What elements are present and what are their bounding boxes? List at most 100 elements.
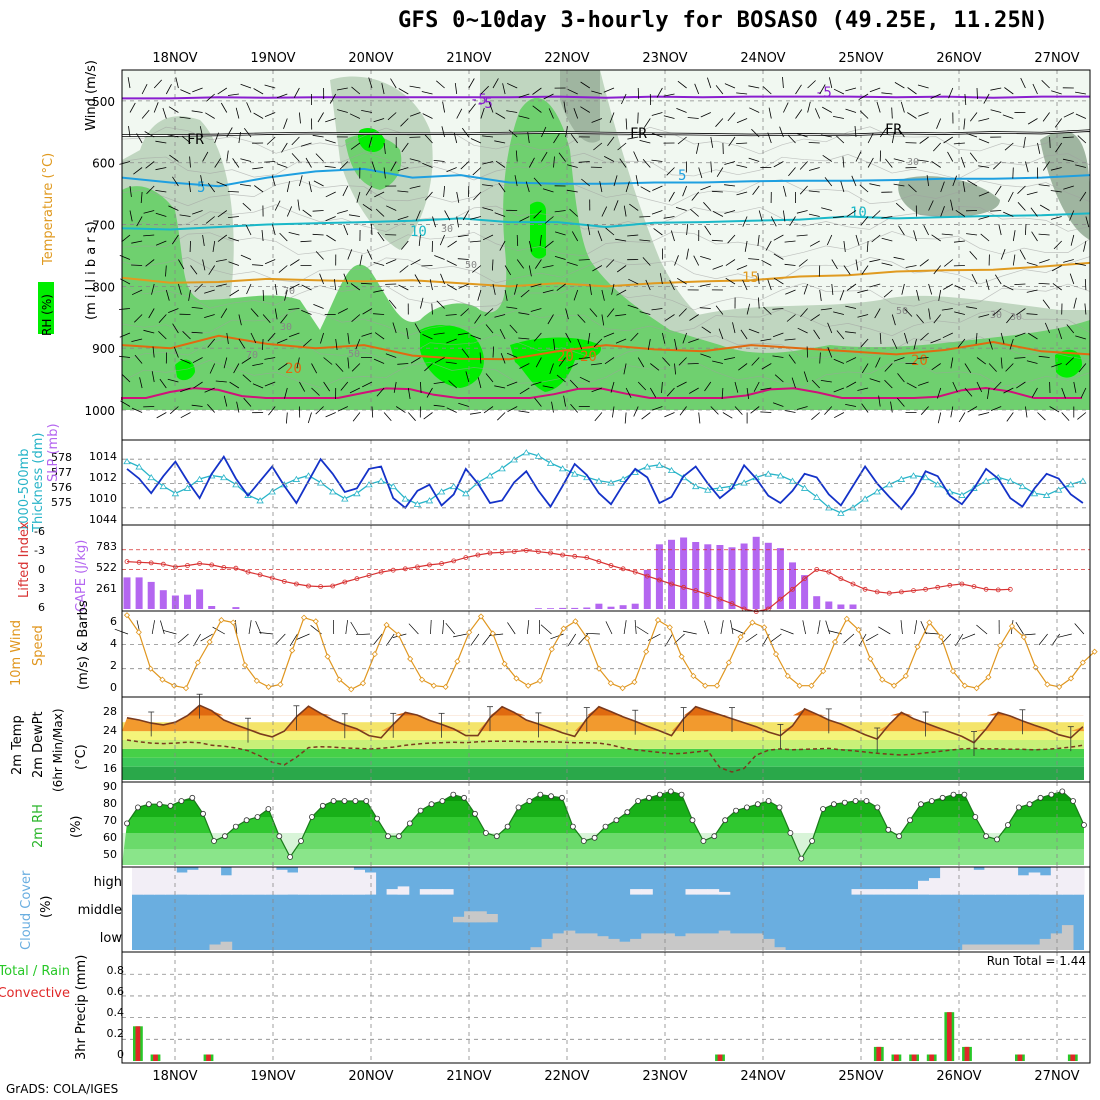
cloud-bar-low <box>962 944 974 950</box>
wind-barb <box>704 381 712 392</box>
wind-barb <box>485 373 494 383</box>
wind-barb <box>543 93 554 100</box>
wind-barb <box>542 385 554 389</box>
wind-axis-label-2: Speed <box>31 625 46 666</box>
wind-barb <box>861 363 869 374</box>
wind-speed-marker <box>1067 675 1075 682</box>
wind-barb <box>206 93 215 102</box>
wind-barb <box>458 402 469 407</box>
wind-barb <box>410 259 421 266</box>
wind-barb <box>342 185 349 197</box>
date-tick-label-top: 24NOV <box>740 51 785 66</box>
lifted-index-marker <box>124 559 130 564</box>
wind-barb <box>976 87 978 100</box>
wind-barb <box>895 202 905 211</box>
wind-barb <box>240 254 252 260</box>
slp-tick-label: 1010 <box>89 492 117 505</box>
thickness-line <box>126 451 1084 514</box>
li-tick-label: -3 <box>34 544 45 557</box>
wind-barb <box>261 338 264 351</box>
wind-barb <box>542 289 554 294</box>
wind-barb <box>831 283 834 295</box>
wind-barb <box>302 209 312 217</box>
wind-barb <box>337 210 348 214</box>
wind-barb <box>698 167 703 179</box>
wind-barb <box>578 161 590 163</box>
wind-barb <box>254 185 264 193</box>
wind-barb <box>424 134 433 144</box>
precip-conv-bar <box>911 1054 917 1061</box>
wind-barb <box>371 406 374 418</box>
wind10m-barb <box>605 621 613 635</box>
wind-barb <box>208 265 216 275</box>
wind-barb <box>639 311 651 315</box>
wind-barb <box>869 259 881 263</box>
rh-shade-area-5 <box>898 176 1000 217</box>
thickness-marker <box>292 475 301 482</box>
wind-barb <box>446 338 457 344</box>
wind-barb <box>990 406 1002 411</box>
wind-barb <box>1039 204 1050 211</box>
wind-barb <box>401 142 409 153</box>
wind-barb <box>615 238 627 242</box>
cloud-bar-high <box>442 889 454 895</box>
wind-barb <box>881 262 893 266</box>
wind-barb <box>569 208 578 217</box>
wind-barb <box>188 289 191 301</box>
wind-barb <box>652 185 663 191</box>
wind-speed-marker <box>1044 681 1051 688</box>
cloud-bar-high <box>962 867 974 895</box>
lifted-index-marker <box>729 601 735 607</box>
wind-barb <box>515 150 518 162</box>
wind-barb <box>716 167 724 178</box>
wind-barb <box>226 150 229 162</box>
rh2m-marker <box>983 833 989 840</box>
wind-barb <box>168 205 179 211</box>
wind-barb <box>508 129 518 138</box>
lifted-index-marker <box>862 586 868 592</box>
upper-axis-label-wind: Wind (m/s) <box>84 60 99 131</box>
thickness-marker <box>353 490 361 497</box>
lifted-index-marker <box>209 562 215 568</box>
cape-bar <box>171 595 179 609</box>
wind-barb <box>1002 114 1014 119</box>
wind-speed-marker <box>902 672 909 680</box>
contour-label: 10 <box>850 205 867 221</box>
wind-barb <box>245 224 252 236</box>
wind-barb <box>795 84 802 95</box>
rh2m-marker <box>417 807 424 814</box>
wind-barb <box>827 347 833 358</box>
wind-barb <box>278 265 288 273</box>
wind-barb <box>236 401 240 413</box>
wind-barb <box>168 106 179 113</box>
wind-barb <box>619 158 627 168</box>
wind-barb <box>883 289 893 298</box>
wind-barb <box>851 175 857 187</box>
wind-barb <box>362 308 373 315</box>
wind-barb <box>1069 273 1075 285</box>
wind-barb <box>788 167 796 177</box>
thickness-marker <box>897 475 906 482</box>
wind-barb <box>395 406 406 413</box>
wind-barb <box>553 156 555 168</box>
wind-barb <box>424 191 433 201</box>
wind10m-barb <box>976 624 988 635</box>
contour-label: -5 <box>470 92 487 108</box>
thickness-marker <box>147 473 155 481</box>
wind10m-barb <box>900 620 903 635</box>
wind-speed-marker <box>713 682 721 689</box>
temp-band-4 <box>122 731 1084 740</box>
wind-barb <box>1000 332 1005 344</box>
cloud-bar-high <box>309 867 321 895</box>
wind-barb <box>788 354 796 364</box>
rh2m-marker <box>700 838 707 844</box>
wind-barb <box>796 234 808 237</box>
wind10m-barb <box>817 620 821 635</box>
contour-label: 20 <box>580 349 597 365</box>
wind-barb <box>252 264 264 266</box>
wind-speed-marker <box>926 619 933 626</box>
wind-barb <box>477 289 482 301</box>
wind-barb <box>296 357 300 369</box>
isotherm-line--5 <box>122 95 1090 100</box>
wind-barb <box>867 157 874 168</box>
